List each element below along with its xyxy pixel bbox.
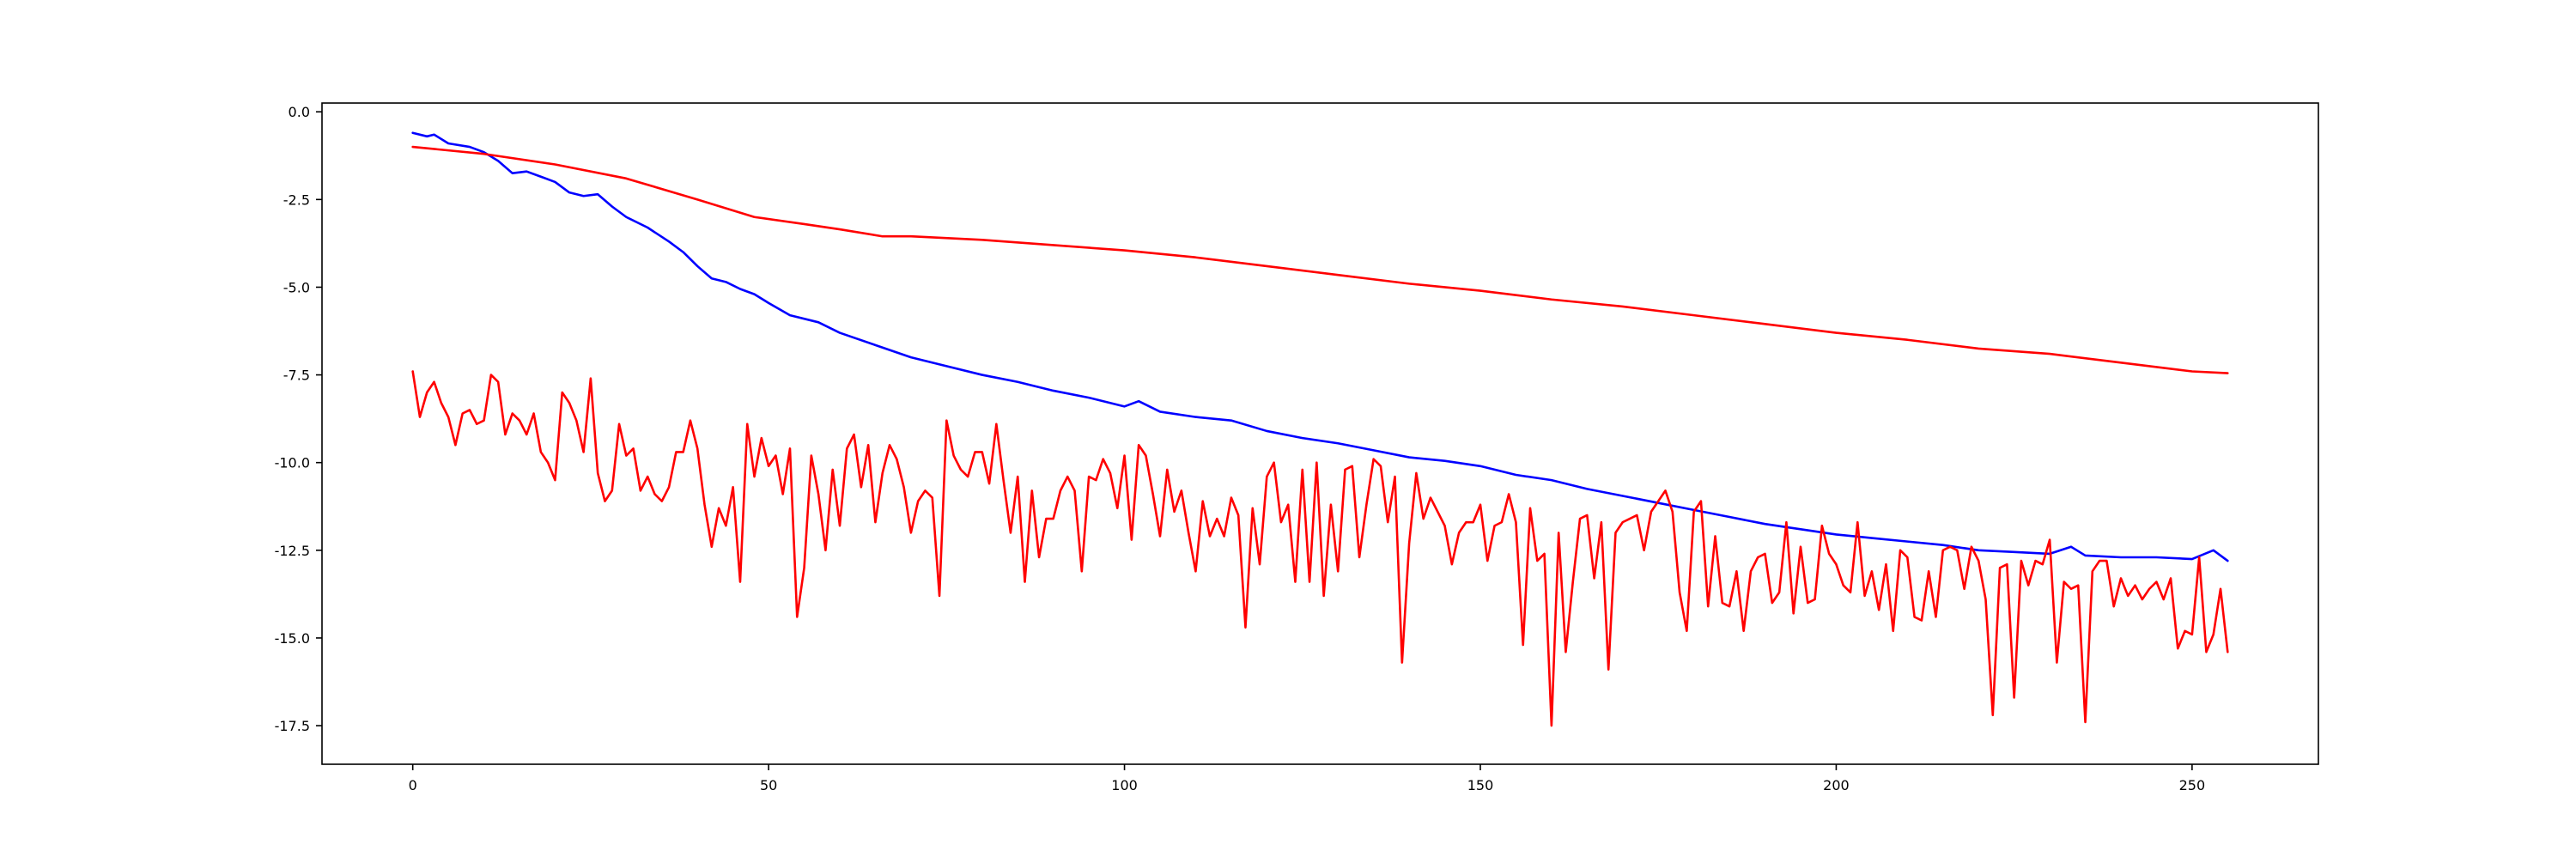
y-tick-label: -10.0 — [275, 455, 310, 471]
series-line-3 — [411, 370, 2229, 727]
axes: 0 50 100 150 200 250 0.0 -2.5 -5.0 -7.5 -10.0 -12.5… — [275, 104, 2206, 793]
x-tick-label: 0 — [409, 777, 417, 793]
y-tick-label: -7.5 — [283, 368, 310, 384]
x-tick-label: 200 — [1823, 777, 1850, 793]
x-tick-label: 50 — [760, 777, 777, 793]
x-tick-label: 150 — [1467, 777, 1494, 793]
y-tick-label: -17.5 — [275, 718, 310, 734]
series-line-1 — [411, 131, 2229, 562]
y-tick-label: 0.0 — [289, 104, 310, 120]
x-tick-label: 250 — [2179, 777, 2206, 793]
x-tick-label: 100 — [1111, 777, 1138, 793]
series-line-2 — [411, 145, 2229, 374]
y-tick-label: -12.5 — [275, 543, 310, 559]
y-tick-label: -15.0 — [275, 630, 310, 647]
series-layer — [411, 131, 2229, 727]
plot-frame — [321, 102, 2319, 765]
y-tick-label: -5.0 — [283, 279, 310, 295]
y-tick-label: -2.5 — [283, 191, 310, 208]
